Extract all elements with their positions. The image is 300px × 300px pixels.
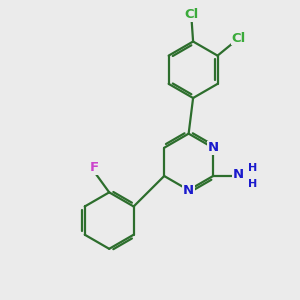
Text: F: F <box>90 161 99 175</box>
Text: N: N <box>183 184 194 196</box>
Text: N: N <box>232 168 244 181</box>
Text: Cl: Cl <box>184 8 199 21</box>
Text: H: H <box>248 163 257 173</box>
Text: H: H <box>248 179 257 189</box>
Text: N: N <box>208 141 219 154</box>
Text: Cl: Cl <box>231 32 245 45</box>
